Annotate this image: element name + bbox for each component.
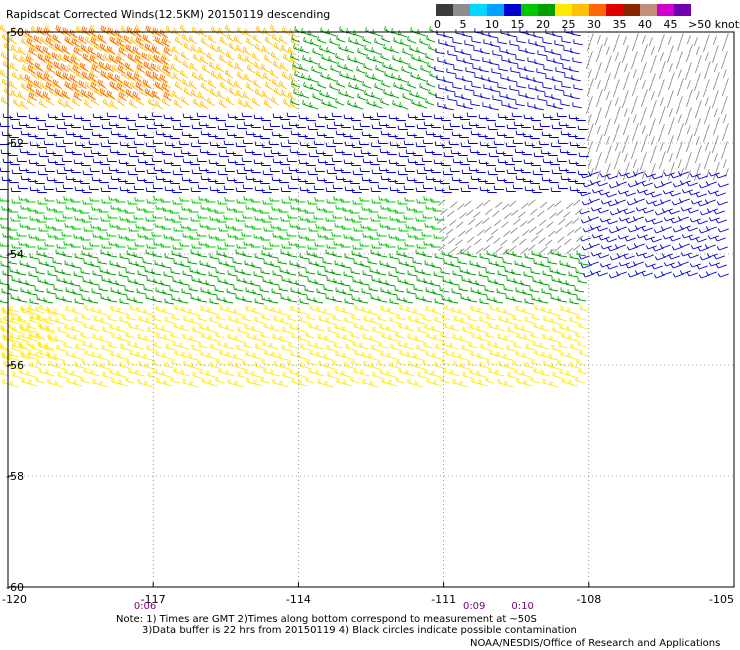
- legend-swatch: [470, 4, 487, 16]
- wind-barb-group: [0, 304, 58, 361]
- wind-barb-group: [0, 304, 589, 388]
- x-tick-label: -108: [576, 593, 601, 606]
- legend-swatch: [453, 4, 470, 16]
- legend-swatch: [555, 4, 572, 16]
- legend-swatch: [487, 4, 504, 16]
- legend-swatch: [674, 4, 691, 16]
- y-tick-label: -54: [6, 248, 24, 261]
- map-title: Rapidscat Corrected Winds(12.5KM) 201501…: [6, 8, 331, 21]
- legend-swatch: [504, 4, 521, 16]
- legend-tick: 20: [536, 18, 550, 31]
- legend-swatch: [589, 4, 606, 16]
- x-tick-label: -120: [2, 593, 27, 606]
- legend-unit-label: >50 knots: [688, 18, 740, 31]
- note-line-1: Note: 1) Times are GMT 2)Times along bot…: [116, 614, 537, 625]
- time-label: 0:10: [511, 601, 533, 612]
- legend-swatch: [606, 4, 623, 16]
- legend-tick: 0: [434, 18, 441, 31]
- legend-tick: 25: [561, 18, 576, 31]
- legend-swatch: [572, 4, 589, 16]
- time-labels: 0:06 0:09 0:10: [134, 601, 534, 612]
- y-tick-label: -50: [6, 26, 24, 39]
- wind-barbs-layer: [0, 24, 729, 388]
- x-tick-label: -117: [141, 593, 166, 606]
- legend-tick: 40: [638, 18, 652, 31]
- wind-barb-group: [578, 171, 729, 279]
- legend-swatch: [521, 4, 538, 16]
- x-tick-label: -111: [431, 593, 456, 606]
- notes: Note: 1) Times are GMT 2)Times along bot…: [116, 614, 577, 636]
- legend-swatch: [538, 4, 555, 16]
- note-line-2: 3)Data buffer is 22 hrs from 20150119 4)…: [142, 625, 577, 636]
- legend-tick: 35: [612, 18, 627, 31]
- wind-barb-group: [0, 196, 445, 250]
- latitude-axis: -50 -52 -54 -56 -58 -60: [6, 26, 24, 594]
- x-tick-label: -105: [709, 593, 734, 606]
- y-tick-label: -60: [6, 581, 24, 594]
- y-tick-label: -56: [6, 359, 24, 372]
- legend-tick: 30: [587, 18, 601, 31]
- wind-barb-group: [434, 28, 583, 111]
- legend-tick: 5: [459, 18, 467, 31]
- longitude-axis: -120 -117 -114 -111 -108 -105: [2, 582, 735, 606]
- legend-swatch: [640, 4, 657, 16]
- wind-barb-group: [24, 25, 172, 101]
- wind-barb-group: [585, 33, 729, 182]
- legend-tick: 15: [510, 18, 525, 31]
- legend-tick: 45: [663, 18, 678, 31]
- wind-barb-group: [0, 112, 589, 193]
- wind-barb-group: [437, 199, 584, 255]
- credit-line: NOAA/NESDIS/Office of Research and Appli…: [470, 638, 721, 649]
- wind-barb-group: [290, 26, 439, 110]
- legend-swatch: [623, 4, 640, 16]
- legend-tick: 10: [485, 18, 499, 31]
- legend-color-bar: [436, 4, 691, 16]
- y-tick-label: -52: [6, 137, 24, 150]
- y-tick-label: -58: [6, 470, 24, 483]
- time-label: 0:06: [134, 601, 156, 612]
- map-frame: [7, 31, 735, 588]
- legend-swatch: [436, 4, 453, 16]
- legend-swatch: [657, 4, 674, 16]
- time-label: 0:09: [463, 601, 485, 612]
- x-tick-label: -114: [286, 593, 311, 606]
- speed-legend: 0 5 10 15 20 25 30 35 40 45 >50 knots: [434, 4, 740, 34]
- wind-barb-group: [0, 249, 589, 305]
